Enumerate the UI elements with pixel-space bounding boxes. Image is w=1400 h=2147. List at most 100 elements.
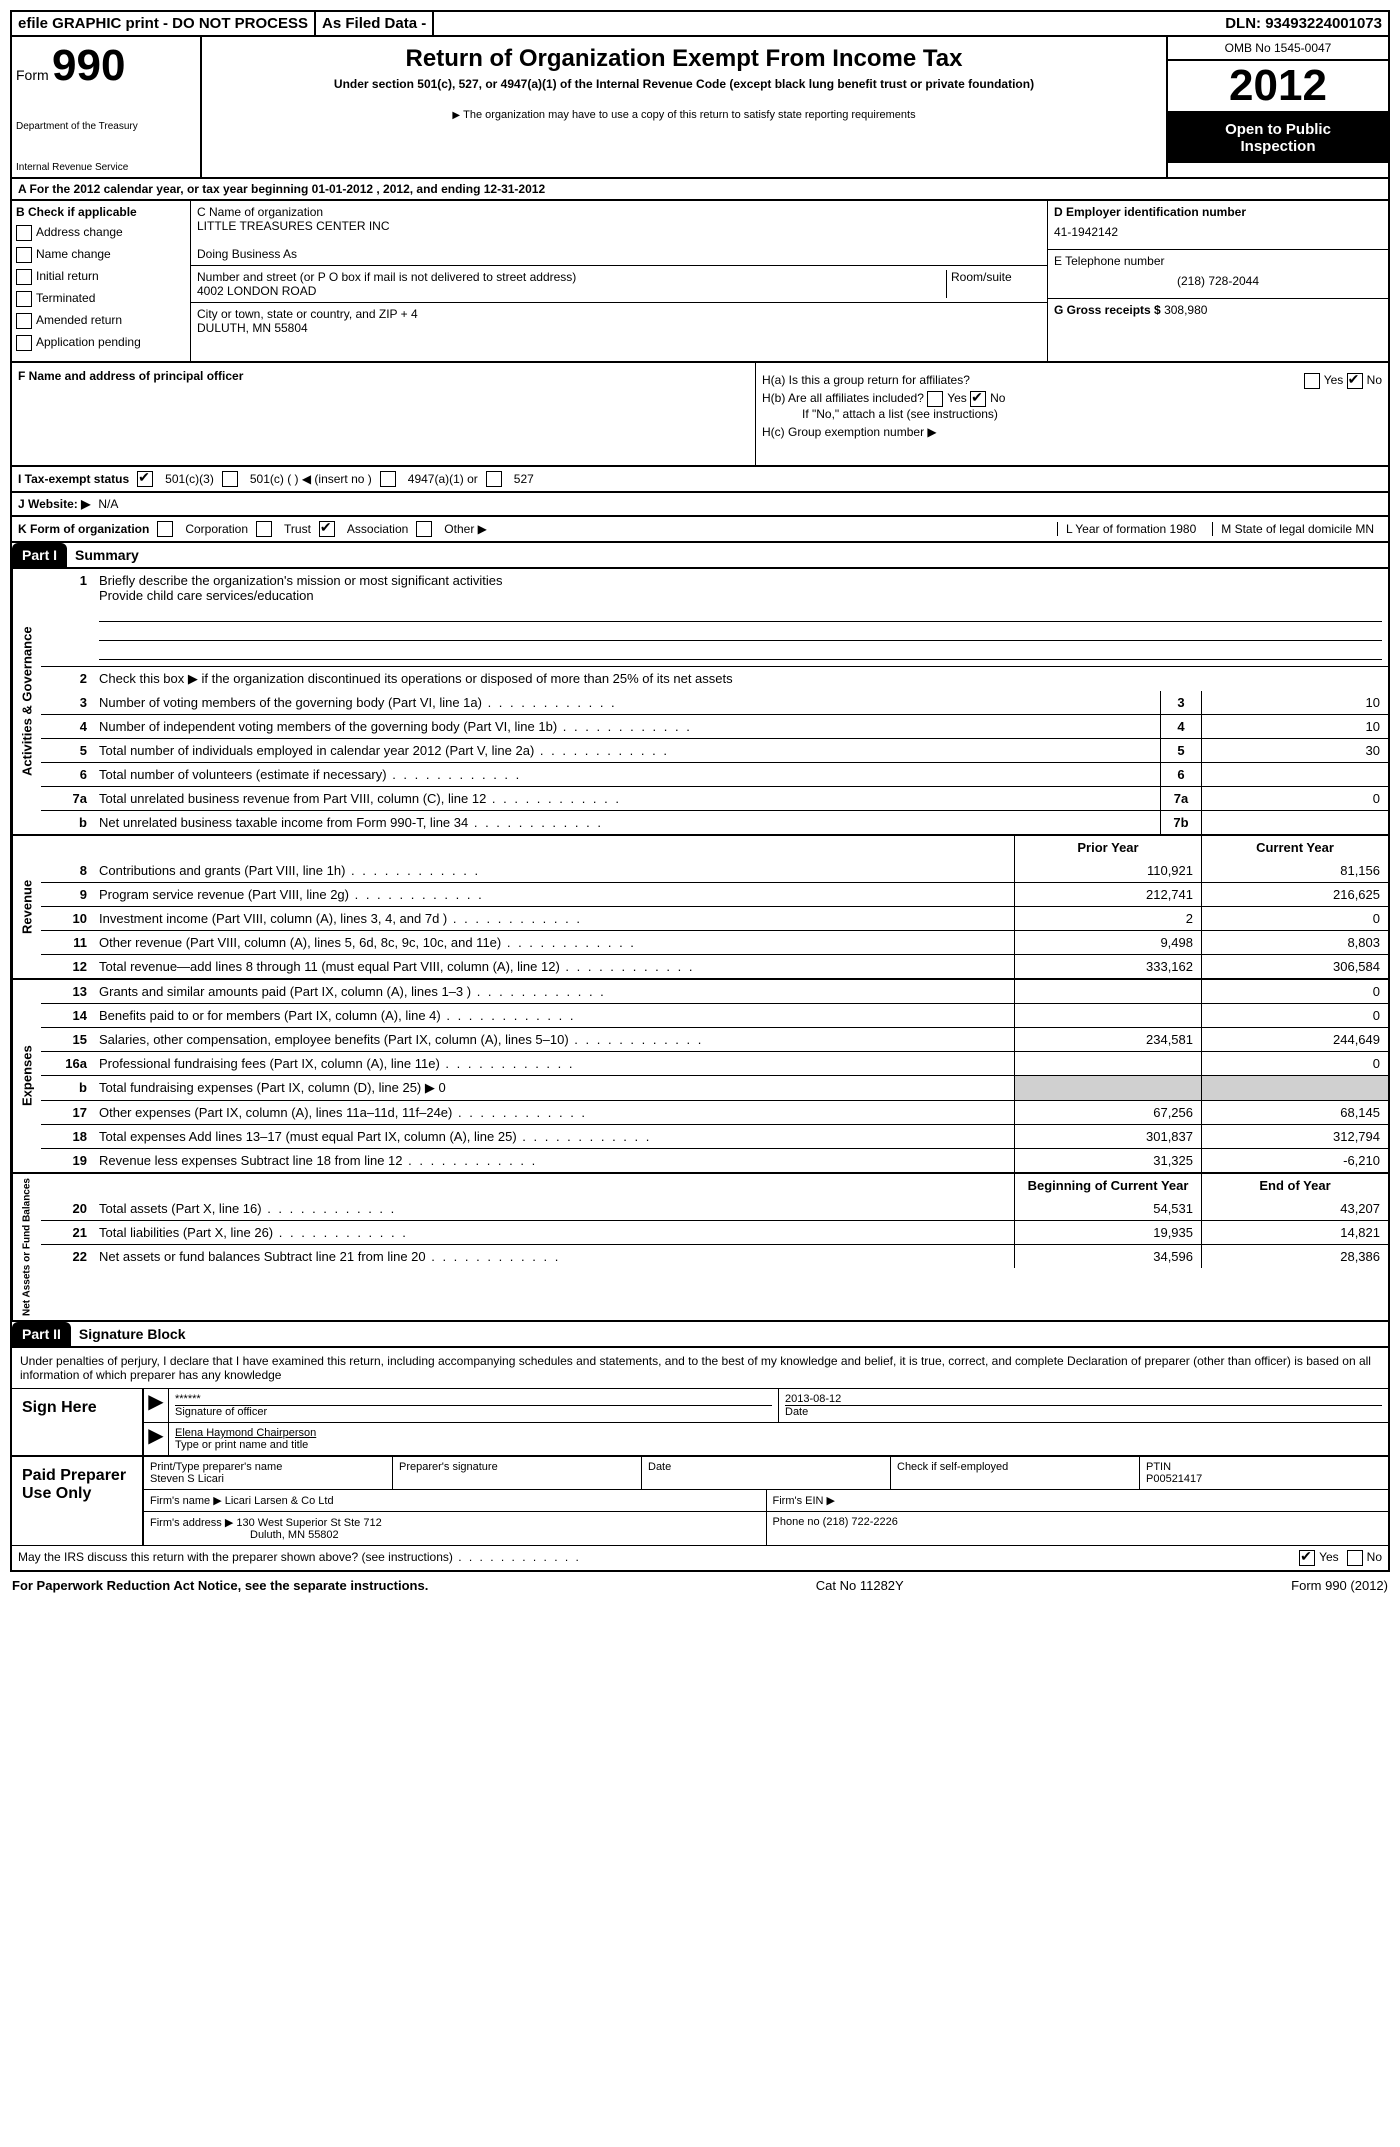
summary-expenses: Expenses 13Grants and similar amounts pa…: [10, 980, 1390, 1174]
discuss-no-checkbox[interactable]: [1347, 1550, 1363, 1566]
col-c-org-info: C Name of organization LITTLE TREASURES …: [191, 201, 1048, 361]
form-header: Form 990 Department of the Treasury Inte…: [10, 37, 1390, 179]
org-name-label: C Name of organization: [197, 205, 1041, 219]
signature-block: Under penalties of perjury, I declare th…: [10, 1348, 1390, 1572]
tax-year: 2012: [1168, 61, 1388, 113]
firm-ein-cell: Firm's EIN ▶: [767, 1490, 1389, 1511]
city-value: DULUTH, MN 55804: [197, 321, 1041, 335]
ha-no-checkbox[interactable]: [1347, 373, 1363, 389]
form-990-container: efile GRAPHIC print - DO NOT PROCESS As …: [10, 10, 1390, 1599]
ein-label: D Employer identification number: [1054, 205, 1382, 219]
cb-4947[interactable]: [380, 471, 396, 487]
sign-here-label: Sign Here: [12, 1389, 144, 1455]
ein-cell: D Employer identification number 41-1942…: [1048, 201, 1388, 250]
side-label-net-assets: Net Assets or Fund Balances: [12, 1174, 41, 1320]
as-filed-label: As Filed Data -: [316, 12, 434, 35]
efile-notice: efile GRAPHIC print - DO NOT PROCESS: [12, 12, 316, 35]
org-name: LITTLE TREASURES CENTER INC: [197, 219, 1041, 233]
expense-line-19: 19Revenue less expenses Subtract line 18…: [41, 1148, 1388, 1172]
city-label: City or town, state or country, and ZIP …: [197, 307, 1041, 321]
row-i-tax-exempt: I Tax-exempt status 501(c)(3) 501(c) ( )…: [10, 467, 1390, 493]
street-label: Number and street (or P O box if mail is…: [197, 270, 946, 284]
cb-address-change[interactable]: Address change: [16, 225, 186, 241]
revenue-line-12: 12Total revenue—add lines 8 through 11 (…: [41, 954, 1388, 978]
self-employed-cell: Check if self-employed: [891, 1457, 1140, 1489]
cb-terminated[interactable]: Terminated: [16, 291, 186, 307]
h-questions: H(a) Is this a group return for affiliat…: [756, 363, 1388, 465]
section-bcd: B Check if applicable Address change Nam…: [10, 201, 1390, 363]
principal-h-section: F Name and address of principal officer …: [10, 363, 1390, 467]
header-right: OMB No 1545-0047 2012 Open to Public Ins…: [1168, 37, 1388, 177]
expense-line-15: 15Salaries, other compensation, employee…: [41, 1027, 1388, 1051]
side-label-expenses: Expenses: [12, 980, 41, 1172]
cb-application-pending[interactable]: Application pending: [16, 335, 186, 351]
discuss-yes-checkbox[interactable]: [1299, 1550, 1315, 1566]
cb-corporation[interactable]: [157, 521, 173, 537]
expense-line-16a: 16aProfessional fundraising fees (Part I…: [41, 1051, 1388, 1075]
line2-discontinued: Check this box ▶ if the organization dis…: [93, 667, 1388, 691]
part-i-title: Summary: [67, 543, 1388, 567]
room-label: Room/suite: [946, 270, 1041, 298]
top-bar: efile GRAPHIC print - DO NOT PROCESS As …: [10, 10, 1390, 37]
city-cell: City or town, state or country, and ZIP …: [191, 303, 1047, 339]
cb-other[interactable]: [416, 521, 432, 537]
year-formation: L Year of formation 1980: [1057, 522, 1204, 536]
col-d-ids: D Employer identification number 41-1942…: [1048, 201, 1388, 361]
cb-501c3[interactable]: [137, 471, 153, 487]
summary-line-4: 4Number of independent voting members of…: [41, 714, 1388, 738]
ptin-cell: PTIN P00521417: [1140, 1457, 1388, 1489]
cb-association[interactable]: [319, 521, 335, 537]
revenue-line-8: 8Contributions and grants (Part VIII, li…: [41, 859, 1388, 882]
street-cell: Number and street (or P O box if mail is…: [191, 266, 1047, 303]
discuss-row: May the IRS discuss this return with the…: [12, 1545, 1388, 1570]
firm-address-cell: Firm's address ▶ 130 West Superior St St…: [144, 1512, 767, 1545]
cb-527[interactable]: [486, 471, 502, 487]
officer-signature: ****** Signature of officer: [169, 1389, 779, 1422]
open-to-public: Open to Public Inspection: [1168, 113, 1388, 163]
form-number: 990: [52, 41, 125, 90]
principal-officer: F Name and address of principal officer: [12, 363, 756, 465]
hdr-beginning-year: Beginning of Current Year: [1014, 1174, 1201, 1197]
dept-irs: Internal Revenue Service: [16, 162, 196, 173]
cb-trust[interactable]: [256, 521, 272, 537]
hdr-prior-year: Prior Year: [1014, 836, 1201, 859]
ha-yes-checkbox[interactable]: [1304, 373, 1320, 389]
h-c: H(c) Group exemption number ▶: [762, 425, 1382, 439]
officer-name-cell: Elena Haymond Chairperson Type or print …: [169, 1423, 1388, 1455]
cb-initial-return[interactable]: Initial return: [16, 269, 186, 285]
hb-yes-checkbox[interactable]: [927, 391, 943, 407]
side-label-governance: Activities & Governance: [12, 569, 41, 834]
hdr-end-year: End of Year: [1201, 1174, 1388, 1197]
revenue-line-11: 11Other revenue (Part VIII, column (A), …: [41, 930, 1388, 954]
perjury-statement: Under penalties of perjury, I declare th…: [12, 1348, 1388, 1388]
hb-no-checkbox[interactable]: [970, 391, 986, 407]
cb-name-change[interactable]: Name change: [16, 247, 186, 263]
firm-phone-cell: Phone no (218) 722-2226: [767, 1512, 1389, 1545]
col-b-checkboxes: B Check if applicable Address change Nam…: [12, 201, 191, 361]
expense-line-b: bTotal fundraising expenses (Part IX, co…: [41, 1075, 1388, 1100]
gross-label: G Gross receipts $: [1054, 303, 1161, 317]
h-b: H(b) Are all affiliates included? Yes No…: [762, 391, 1382, 421]
sig-date-cell: 2013-08-12 Date: [779, 1389, 1388, 1422]
netassets-line-20: 20Total assets (Part X, line 16)54,53143…: [41, 1197, 1388, 1220]
paid-preparer-label: Paid Preparer Use Only: [12, 1457, 144, 1545]
form-note: The organization may have to use a copy …: [212, 109, 1156, 121]
preparer-signature-cell: Preparer's signature: [393, 1457, 642, 1489]
cb-501c[interactable]: [222, 471, 238, 487]
page-footer: For Paperwork Reduction Act Notice, see …: [10, 1572, 1390, 1599]
h-a: H(a) Is this a group return for affiliat…: [762, 373, 1382, 387]
side-label-revenue: Revenue: [12, 836, 41, 978]
dba-label: Doing Business As: [197, 247, 1041, 261]
arrow-icon: ▶: [144, 1389, 169, 1422]
netassets-line-22: 22Net assets or fund balances Subtract l…: [41, 1244, 1388, 1268]
arrow-icon: ▶: [144, 1423, 169, 1455]
cb-amended-return[interactable]: Amended return: [16, 313, 186, 329]
expense-line-18: 18Total expenses Add lines 13–17 (must e…: [41, 1124, 1388, 1148]
netassets-line-21: 21Total liabilities (Part X, line 26)19,…: [41, 1220, 1388, 1244]
state-domicile: M State of legal domicile MN: [1212, 522, 1382, 536]
dln-value: 93493224001073: [1265, 15, 1382, 32]
summary-line-3: 3Number of voting members of the governi…: [41, 691, 1388, 714]
summary-line-b: bNet unrelated business taxable income f…: [41, 810, 1388, 834]
header-left: Form 990 Department of the Treasury Inte…: [12, 37, 202, 177]
preparer-date-cell: Date: [642, 1457, 891, 1489]
